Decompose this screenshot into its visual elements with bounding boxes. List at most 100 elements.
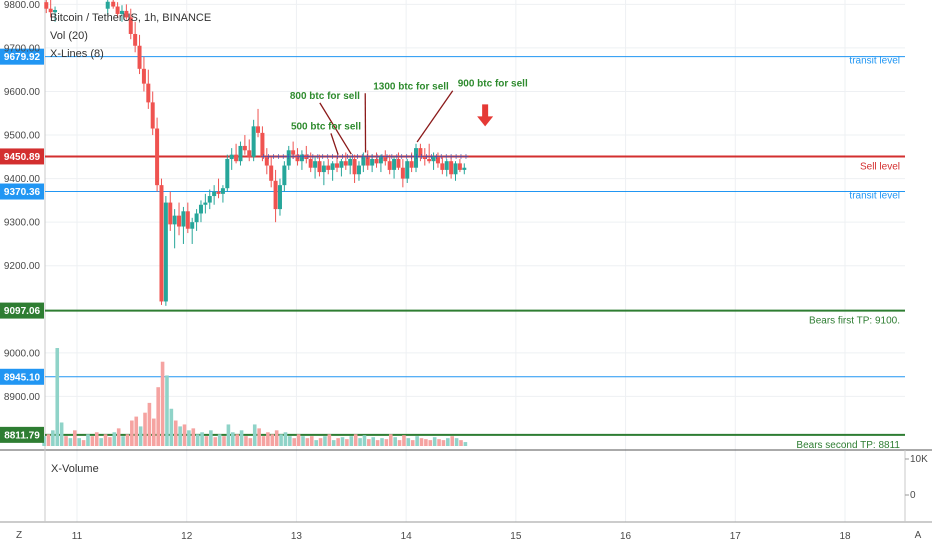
candle-body-46 bbox=[295, 154, 300, 162]
volume-bar-19 bbox=[125, 434, 130, 446]
marker-0: + bbox=[260, 152, 267, 161]
annotation-2: 900 btc for sell bbox=[458, 79, 528, 90]
candle-4 bbox=[111, 0, 116, 9]
candle-76 bbox=[427, 143, 432, 164]
volume-bar-20 bbox=[130, 420, 134, 446]
price-tick-6: 9200.00 bbox=[4, 261, 41, 272]
level-tag-bg-2 bbox=[0, 183, 44, 200]
candle-body-77 bbox=[431, 156, 436, 162]
volume-bar-28 bbox=[165, 375, 169, 446]
volume-bar-29 bbox=[169, 408, 174, 446]
candle-81 bbox=[449, 156, 454, 179]
candle-body-67 bbox=[387, 161, 392, 170]
level-tag-1: 9450.89 bbox=[4, 152, 41, 163]
zoom-corner-label[interactable]: Z bbox=[16, 530, 22, 541]
candle-18 bbox=[172, 209, 177, 249]
candle-body-18 bbox=[172, 215, 177, 225]
volume-bar-15 bbox=[108, 437, 112, 446]
candle-24 bbox=[198, 200, 203, 223]
candle-16 bbox=[163, 196, 168, 306]
volume-bar-70 bbox=[349, 436, 354, 446]
level-label-0: transit level bbox=[849, 56, 900, 67]
candle-82 bbox=[453, 161, 458, 181]
volume-bar-35 bbox=[195, 434, 200, 446]
marker-31: + bbox=[413, 152, 420, 161]
candle-body-7 bbox=[124, 10, 129, 18]
volume-tick-1: 0 bbox=[910, 490, 916, 501]
candle-body-33 bbox=[238, 145, 243, 162]
volume-bar-1 bbox=[46, 434, 51, 446]
time-axis[interactable]: 11 12 13 14 15 16 17 18 bbox=[72, 531, 851, 542]
annotations: 800 btc for sell 1300 btc for sell 900 btc… bbox=[290, 79, 528, 155]
candle-body-32 bbox=[234, 154, 239, 162]
right-price-panel[interactable]: 10K 0 bbox=[905, 454, 928, 501]
candle-41 bbox=[273, 169, 278, 223]
volume-bar-25 bbox=[152, 418, 156, 446]
candle-body-38 bbox=[260, 132, 265, 157]
marker-12: + bbox=[319, 152, 326, 161]
candle-body-0 bbox=[44, 2, 49, 9]
level-tag-bg-3 bbox=[0, 302, 44, 319]
candle-40 bbox=[269, 156, 274, 188]
candle-body-59 bbox=[352, 159, 357, 175]
marker-band: ++++++++++++++++++++++++++++++++++++++++… bbox=[260, 152, 469, 161]
marker-32: + bbox=[418, 152, 425, 161]
volume-bar-44 bbox=[235, 434, 239, 446]
candle-66 bbox=[383, 150, 388, 166]
candle-60 bbox=[356, 161, 361, 181]
volume-bar-57 bbox=[292, 438, 297, 446]
volume-bar-33 bbox=[187, 430, 191, 446]
candle-body-1 bbox=[48, 8, 53, 13]
candle-74 bbox=[418, 143, 423, 162]
candle-body-78 bbox=[435, 156, 440, 164]
annotation-0: 800 btc for sell bbox=[290, 91, 360, 102]
volume-bar-82 bbox=[402, 435, 406, 446]
marker-23: + bbox=[374, 152, 381, 161]
xvolume-pane-label[interactable]: X-Volume bbox=[51, 463, 99, 475]
volume-bar-42 bbox=[226, 424, 231, 446]
volume-bar-84 bbox=[410, 440, 415, 446]
candle-body-75 bbox=[422, 156, 427, 160]
marker-1: + bbox=[265, 152, 272, 161]
candle-56 bbox=[339, 159, 344, 177]
annotation-3: 500 btc for sell bbox=[291, 121, 361, 132]
level-label-5: Bears second TP: 8811 bbox=[796, 440, 900, 451]
volume-bar-90 bbox=[437, 439, 441, 446]
xlines-legend[interactable]: X-Lines (8) bbox=[50, 48, 104, 60]
marker-15: + bbox=[334, 152, 341, 161]
candle-8 bbox=[128, 8, 133, 40]
candle-body-45 bbox=[291, 150, 296, 155]
candle-27 bbox=[212, 185, 217, 205]
marker-16: + bbox=[339, 152, 346, 161]
candle-body-43 bbox=[282, 165, 287, 186]
volume-bar-75 bbox=[371, 437, 376, 446]
marker-7: + bbox=[295, 152, 302, 161]
price-tick-3: 9500.00 bbox=[4, 131, 41, 142]
candle-50 bbox=[313, 156, 318, 179]
auto-scale-label[interactable]: A bbox=[915, 530, 922, 541]
marker-21: + bbox=[364, 152, 371, 161]
volume-bar-12 bbox=[94, 432, 99, 446]
annotation-pointer-2 bbox=[416, 90, 454, 143]
marker-11: + bbox=[314, 152, 321, 161]
volume-bar-36 bbox=[200, 432, 204, 446]
candle-body-69 bbox=[396, 159, 401, 168]
candle-29 bbox=[220, 185, 225, 203]
candle-14 bbox=[155, 117, 160, 192]
candle-80 bbox=[444, 159, 449, 177]
marker-35: + bbox=[433, 152, 440, 161]
candle-79 bbox=[440, 156, 445, 175]
candle-body-52 bbox=[321, 165, 326, 173]
vol-legend[interactable]: Vol (20) bbox=[50, 30, 88, 42]
marker-36: + bbox=[438, 152, 445, 161]
candle-body-63 bbox=[370, 159, 375, 166]
volume-bar-32 bbox=[182, 424, 187, 446]
candle-35 bbox=[247, 139, 252, 162]
candle-6 bbox=[119, 5, 124, 22]
marker-4: + bbox=[280, 152, 287, 161]
volume-bar-30 bbox=[173, 420, 178, 446]
price-tick-1: 9700.00 bbox=[4, 43, 41, 54]
volume-bar-68 bbox=[340, 437, 345, 446]
price-axis[interactable]: 9679.92 9450.89 9370.36 9097.06 8945.10 8811.… bbox=[0, 0, 44, 443]
